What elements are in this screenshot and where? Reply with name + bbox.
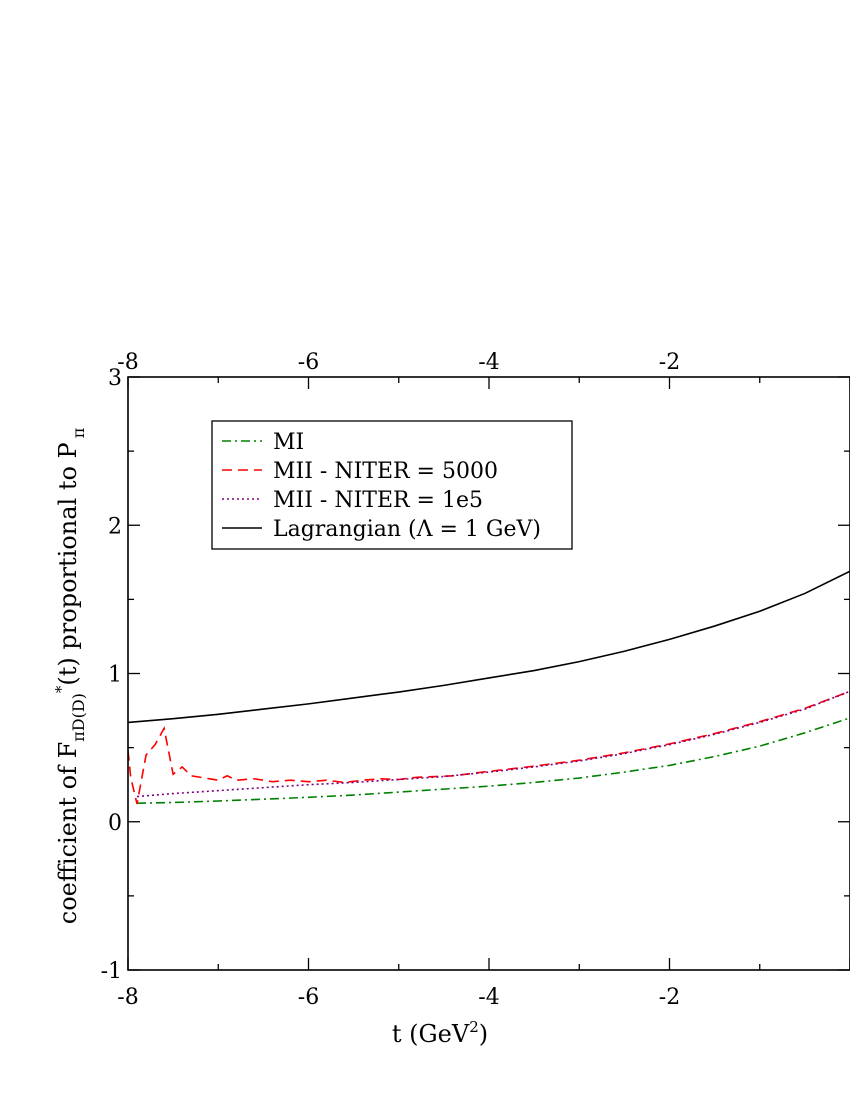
x-tick-label: -6 — [298, 985, 319, 1010]
series-line-0 — [137, 717, 850, 805]
legend-label-0: MI — [273, 430, 304, 455]
y-tick-label: 1 — [108, 663, 122, 688]
ticks-layer: -8 -6 -4 -2 -8 -6 -4 -2 -1 0 1 2 3 — [101, 350, 850, 1010]
y-tick-label: 2 — [108, 514, 122, 539]
y-tick-label: -1 — [101, 959, 122, 984]
x-tick-label: -2 — [659, 985, 680, 1010]
top-x-tick-label: -8 — [117, 350, 138, 375]
series-layer — [128, 570, 850, 805]
top-x-tick-label: -6 — [298, 350, 319, 375]
top-x-tick-label: -2 — [659, 350, 680, 375]
top-x-tick-label: -4 — [478, 350, 499, 375]
series-line-1 — [128, 690, 850, 805]
x-tick-label: -4 — [478, 985, 499, 1010]
x-tick-label: -8 — [117, 985, 138, 1010]
series-line-3 — [128, 570, 850, 724]
legend-label-3: Lagrangian (Λ = 1 GeV) — [273, 517, 541, 542]
x-axis-label: t (GeV2) — [392, 1018, 488, 1048]
y-tick-label: 0 — [108, 811, 122, 836]
legend-box — [211, 420, 573, 550]
legend-items: MI MII - NITER = 5000 MII - NITER = 1e5 Lag… — [222, 430, 541, 542]
y-axis-label-group: coefficient of FπD(D)*(t) proportional t… — [52, 428, 88, 924]
series-line-2 — [136, 690, 850, 798]
legend: MI MII - NITER = 5000 MII - NITER = 1e5 Lag… — [211, 420, 573, 550]
legend-label-1: MII - NITER = 5000 — [273, 459, 498, 484]
y-tick-label: 3 — [108, 366, 122, 391]
y-axis-label: coefficient of FπD(D)*(t) proportional t… — [52, 428, 88, 924]
legend-label-2: MII - NITER = 1e5 — [273, 488, 483, 513]
